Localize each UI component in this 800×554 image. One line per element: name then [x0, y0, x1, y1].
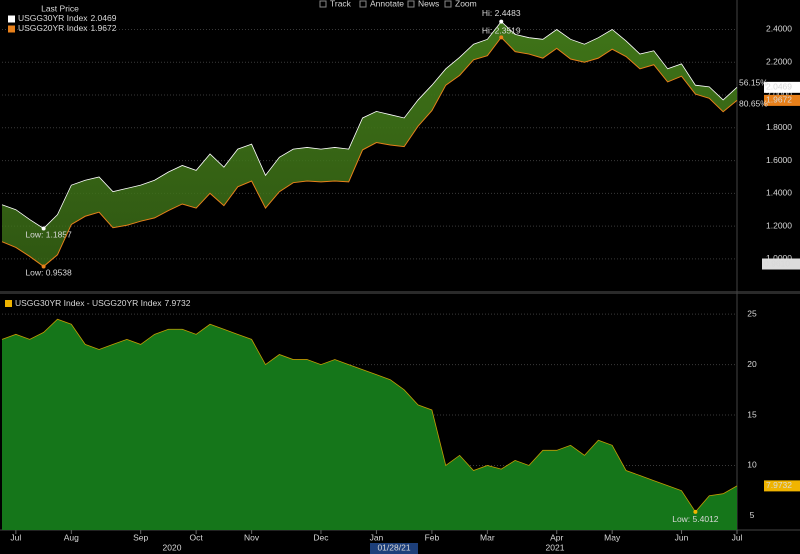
annotation: 56.15%: [739, 77, 768, 87]
area: [2, 319, 737, 530]
value-tag-bg: [762, 258, 800, 270]
legend-last: 7.9732: [164, 298, 190, 308]
legend-last: 1.9672: [90, 23, 116, 33]
legend-name: USGG30YR Index: [18, 13, 88, 23]
legend-swatch: [8, 15, 15, 23]
legend-label: USGG30YR Index 2.0469: [18, 13, 117, 23]
y-tick-label: 2.0000: [766, 89, 792, 99]
series-line: [1, 36, 738, 268]
legend-swatch: [8, 25, 15, 33]
low-label: Low: 5.4012: [672, 514, 719, 524]
cursor-label: 01/28/21: [377, 542, 410, 552]
y-tick-label: 1.4000: [766, 188, 792, 198]
y-tick-label: 1.8000: [766, 122, 792, 132]
x-tick-label: Feb: [425, 532, 440, 542]
y-tick-label: 15: [747, 409, 757, 419]
x-tick-label: Aug: [64, 532, 79, 542]
cursor-tag-bg: [370, 543, 418, 554]
x-tick-label: Nov: [244, 532, 260, 542]
panel-divider: [0, 291, 800, 294]
value-tag: 2.0469: [766, 82, 792, 92]
toolbar-icon: [319, 0, 327, 8]
toolbar-button[interactable]: Zoom: [455, 0, 477, 8]
x-tick-label: Dec: [313, 532, 329, 542]
y-tick-label: 20: [747, 359, 757, 369]
value-tag-bg: [764, 94, 800, 106]
x-tick-label: May: [604, 532, 621, 542]
low-label: Low: 0.9538: [25, 268, 72, 278]
low-marker: [693, 509, 698, 514]
x-tick-label: Apr: [550, 532, 563, 542]
y-tick-label: 10: [747, 460, 757, 470]
toolbar-button[interactable]: Track: [330, 0, 352, 8]
legend-name: USGG30YR Index - USGG20YR Index: [15, 298, 162, 308]
low-marker: [41, 226, 46, 231]
x-tick-label: Jan: [370, 532, 384, 542]
x-tick-label: Jun: [675, 532, 689, 542]
high-marker: [499, 19, 504, 24]
y-tick-label: 1.6000: [766, 155, 792, 165]
high-label: Hi: 2.4483: [482, 8, 521, 18]
x-tick-label: Jul: [732, 532, 743, 542]
x-tick-label: Mar: [480, 532, 495, 542]
y-tick-label: 1.0000: [766, 253, 792, 263]
y-tick-label: 25: [747, 308, 757, 318]
legend-title: Last Price: [41, 3, 79, 13]
value-tag: 7.9732: [766, 480, 792, 490]
value-tag-bg: [764, 480, 800, 492]
x-tick-label: Jul: [10, 532, 21, 542]
series-line: [1, 20, 738, 229]
y-tick-label: 2.4000: [766, 24, 792, 34]
band-fill: [2, 21, 737, 267]
y-tick-label: 2.2000: [766, 57, 792, 67]
value-tag: 1.9672: [766, 95, 792, 105]
low-label: Low: 1.1857: [25, 230, 72, 240]
legend-swatch: [5, 300, 12, 307]
x-tick-label: Sep: [133, 532, 148, 542]
x-tick-label: Oct: [190, 532, 204, 542]
legend-label: USGG20YR Index 1.9672: [18, 23, 117, 33]
high-marker: [499, 35, 504, 40]
legend-last: 2.0469: [90, 13, 116, 23]
annotation: 80.65%: [739, 98, 768, 108]
legend-label: USGG30YR Index - USGG20YR Index 7.9732: [15, 298, 191, 308]
year-label: 2020: [163, 542, 182, 552]
y-tick-label: 5: [750, 510, 755, 520]
legend-name: USGG20YR Index: [18, 23, 88, 33]
area-edge: [1, 318, 738, 513]
high-label: Hi: 2.3519: [482, 26, 521, 36]
year-label: 2021: [546, 542, 565, 552]
toolbar-button[interactable]: News: [418, 0, 439, 8]
y-tick-label: 1.2000: [766, 220, 792, 230]
value-tag: 0.9610: [764, 258, 790, 268]
toolbar-icon: [444, 0, 452, 8]
toolbar-icon: [359, 0, 367, 8]
value-tag-bg: [764, 81, 800, 93]
low-marker: [41, 264, 46, 269]
toolbar-icon: [407, 0, 415, 8]
toolbar-button[interactable]: Annotate: [370, 0, 404, 8]
